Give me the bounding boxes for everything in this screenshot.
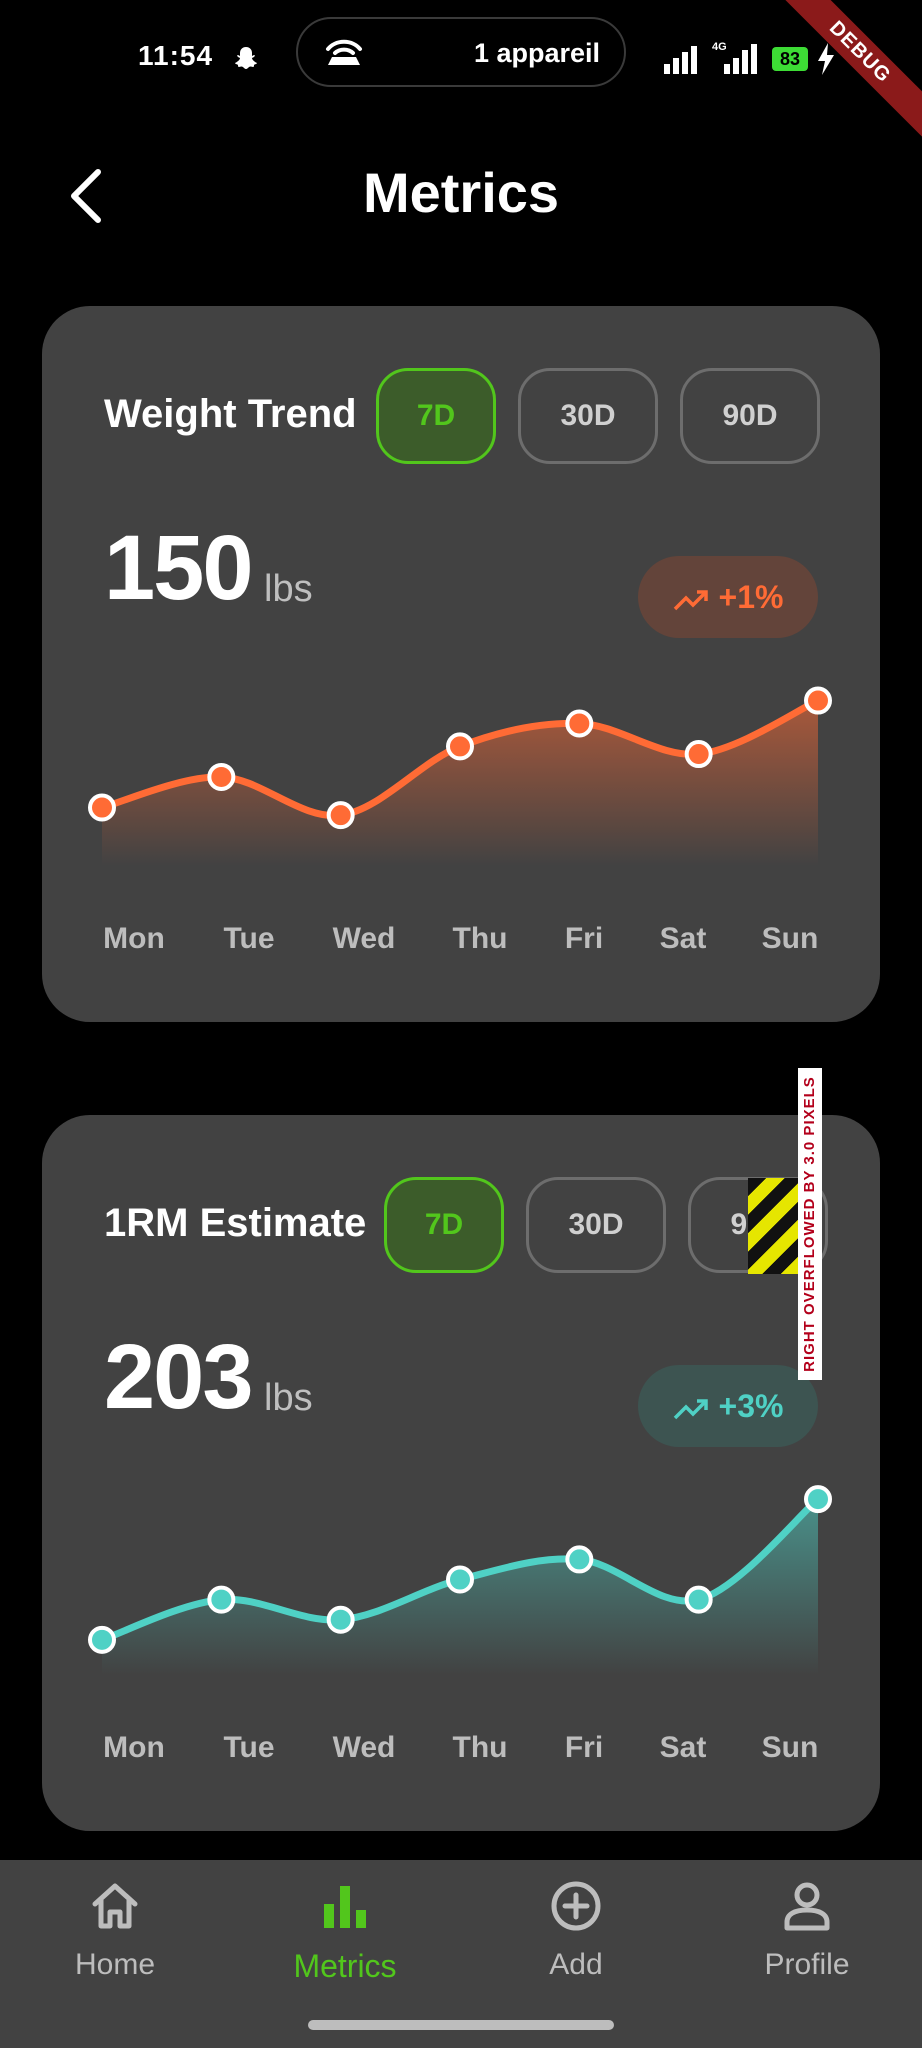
hotspot-pill[interactable]: 1 appareil — [296, 17, 626, 87]
data-point[interactable] — [684, 1585, 713, 1614]
charging-bolt-icon — [818, 43, 834, 75]
change-badge: +1% — [638, 556, 818, 638]
x-tick-label: Sat — [659, 922, 707, 955]
current-value: 150 — [104, 517, 253, 619]
nav-metrics[interactable]: Metrics — [245, 1880, 445, 1985]
nav-label: Metrics — [293, 1948, 397, 1984]
data-point[interactable] — [565, 709, 594, 738]
trending-up-icon — [673, 589, 708, 610]
card-title: Weight Trend — [104, 392, 357, 436]
nav-profile[interactable]: Profile — [707, 1880, 907, 1982]
x-tick-label: Mon — [103, 1731, 165, 1764]
x-tick-label: Fri — [564, 1731, 604, 1764]
x-tick-label: Sun — [761, 922, 819, 955]
data-point[interactable] — [326, 1605, 355, 1634]
value-unit: lbs — [264, 568, 313, 610]
data-point[interactable] — [565, 1545, 594, 1574]
signal-4g-icon: 4G — [712, 41, 757, 74]
range-90d-button[interactable]: 90D — [680, 368, 820, 464]
plus-circle-icon — [551, 1881, 601, 1931]
nav-label: Add — [549, 1948, 603, 1981]
range-7d-button[interactable]: 7D — [376, 368, 496, 464]
x-tick-label: Tue — [223, 922, 275, 955]
data-point[interactable] — [326, 801, 355, 830]
x-tick-label: Wed — [332, 1731, 396, 1764]
range-30d-button[interactable]: 30D — [526, 1177, 666, 1273]
hotspot-text: 1 appareil — [473, 38, 600, 68]
one-rm-estimate-card: 1RM Estimate 7D 30D 90D 203 lbs +3% Mon … — [42, 1115, 880, 1831]
one-rm-chart — [88, 1485, 832, 1675]
page-title: Metrics — [362, 161, 560, 224]
card-title: 1RM Estimate — [104, 1201, 367, 1245]
data-point[interactable] — [804, 1485, 832, 1514]
data-point[interactable] — [207, 1585, 236, 1614]
x-tick-label: Mon — [103, 922, 165, 955]
weight-trend-chart — [88, 686, 832, 866]
data-point[interactable] — [446, 732, 474, 761]
status-bar: 11:54 1 appareil 4G 83 — [0, 0, 922, 110]
data-point[interactable] — [88, 793, 116, 822]
home-icon — [92, 1883, 138, 1929]
x-tick-label: Tue — [223, 1731, 275, 1764]
nav-label: Profile — [764, 1948, 850, 1981]
change-value: +3% — [718, 1388, 784, 1424]
nav-home[interactable]: Home — [15, 1880, 215, 1982]
overflow-warning: RIGHT OVERFLOWED BY 3.0 PIXELS — [798, 1068, 822, 1380]
data-point[interactable] — [88, 1625, 116, 1654]
data-point[interactable] — [446, 1565, 474, 1594]
change-badge: +3% — [638, 1365, 818, 1447]
change-value: +1% — [718, 579, 784, 615]
data-point[interactable] — [684, 740, 713, 769]
bottom-navigation: Home Metrics Add Profile — [0, 1860, 922, 2048]
nav-label: Home — [74, 1948, 156, 1981]
bar-chart-icon — [324, 1886, 366, 1928]
battery-indicator: 83 — [772, 47, 808, 71]
current-value: 203 — [104, 1326, 253, 1428]
x-tick-label: Thu — [452, 1731, 508, 1764]
x-tick-label: Fri — [564, 922, 604, 955]
person-icon — [784, 1882, 830, 1931]
signal-icon — [664, 46, 697, 74]
back-button[interactable] — [62, 166, 110, 226]
data-point[interactable] — [804, 686, 832, 715]
hotspot-icon — [326, 39, 362, 65]
overflow-warning-text: RIGHT OVERFLOWED BY 3.0 PIXELS — [801, 1076, 818, 1372]
value-unit: lbs — [264, 1377, 313, 1419]
overflow-stripes — [748, 1178, 798, 1274]
svg-text:4G: 4G — [712, 41, 727, 53]
x-tick-label: Sat — [659, 1731, 707, 1764]
range-7d-button[interactable]: 7D — [384, 1177, 504, 1273]
x-tick-label: Sun — [761, 1731, 819, 1764]
home-indicator[interactable] — [308, 2020, 614, 2030]
nav-add[interactable]: Add — [476, 1880, 676, 1982]
trending-up-icon — [673, 1398, 708, 1419]
snapchat-icon — [235, 47, 257, 69]
weight-trend-card: Weight Trend 7D 30D 90D 150 lbs +1% Mon … — [42, 306, 880, 1022]
x-tick-label: Wed — [332, 922, 396, 955]
x-tick-label: Thu — [452, 922, 508, 955]
status-time: 11:54 — [138, 40, 214, 71]
range-30d-button[interactable]: 30D — [518, 368, 658, 464]
data-point[interactable] — [207, 762, 236, 791]
